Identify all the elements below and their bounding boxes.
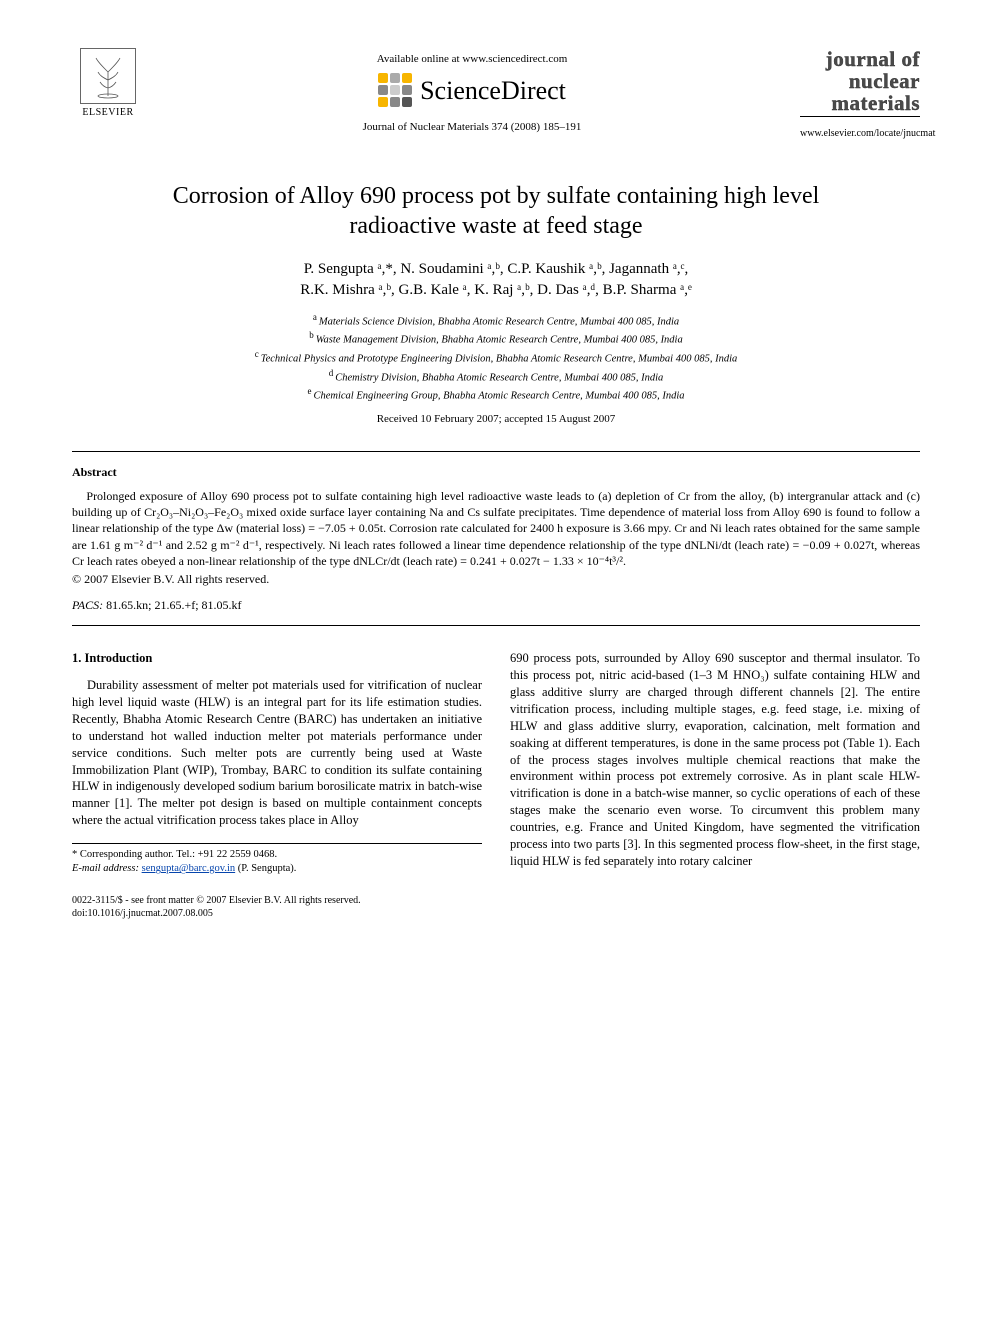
front-matter-line: 0022-3115/$ - see front matter © 2007 El…	[72, 894, 920, 907]
affiliations-block: aMaterials Science Division, Bhabha Atom…	[72, 311, 920, 404]
authors-block: P. Sengupta ᵃ,*, N. Soudamini ᵃ,ᵇ, C.P. …	[72, 259, 920, 301]
affil-e: eChemical Engineering Group, Bhabha Atom…	[72, 385, 920, 404]
affil-d: dChemistry Division, Bhabha Atomic Resea…	[72, 367, 920, 386]
abstract-paragraph: Prolonged exposure of Alloy 690 process …	[72, 488, 920, 569]
abstract-copyright: © 2007 Elsevier B.V. All rights reserved…	[72, 571, 920, 587]
sciencedirect-text: ScienceDirect	[420, 73, 566, 108]
pacs-line: PACS: 81.65.kn; 21.65.+f; 81.05.kf	[72, 597, 920, 613]
affil-b: bWaste Management Division, Bhabha Atomi…	[72, 329, 920, 348]
elsevier-label: ELSEVIER	[82, 106, 133, 120]
left-column: 1. Introduction Durability assessment of…	[72, 650, 482, 876]
email-label: E-mail address:	[72, 863, 139, 874]
elsevier-tree-icon	[80, 48, 136, 104]
affil-d-text: Chemistry Division, Bhabha Atomic Resear…	[335, 372, 663, 383]
corresponding-email-who: (P. Sengupta).	[235, 863, 296, 874]
authors-line-2: R.K. Mishra ᵃ,ᵇ, G.B. Kale ᵃ, K. Raj ᵃ,ᵇ…	[300, 282, 692, 298]
journal-title: journal of nuclear materials	[800, 48, 920, 114]
corresponding-email-line: E-mail address: sengupta@barc.gov.in (P.…	[72, 862, 482, 876]
corresponding-email-link[interactable]: sengupta@barc.gov.in	[142, 863, 236, 874]
authors-line-1: P. Sengupta ᵃ,*, N. Soudamini ᵃ,ᵇ, C.P. …	[304, 261, 689, 277]
post-abstract-rule	[72, 625, 920, 626]
pre-abstract-rule	[72, 451, 920, 452]
page-header: ELSEVIER Available online at www.science…	[72, 48, 920, 141]
elsevier-logo: ELSEVIER	[72, 48, 144, 120]
journal-title-line2: nuclear	[849, 69, 920, 93]
corresponding-line: * Corresponding author. Tel.: +91 22 255…	[72, 848, 482, 862]
pacs-label: PACS:	[72, 598, 103, 612]
article-dates: Received 10 February 2007; accepted 15 A…	[72, 412, 920, 427]
affil-c: cTechnical Physics and Prototype Enginee…	[72, 348, 920, 367]
doi-line: doi:10.1016/j.jnucmat.2007.08.005	[72, 907, 920, 920]
intro-paragraph-right: 690 process pots, surrounded by Alloy 69…	[510, 650, 920, 869]
center-header: Available online at www.sciencedirect.co…	[144, 48, 800, 135]
section-1-heading: 1. Introduction	[72, 650, 482, 667]
corresponding-author-footer: * Corresponding author. Tel.: +91 22 255…	[72, 843, 482, 876]
journal-url: www.elsevier.com/locate/jnucmat	[800, 127, 920, 141]
journal-title-line3: materials	[832, 91, 920, 115]
sciencedirect-icon	[378, 73, 412, 107]
affil-a: aMaterials Science Division, Bhabha Atom…	[72, 311, 920, 330]
page-footer: 0022-3115/$ - see front matter © 2007 El…	[72, 894, 920, 920]
right-column: 690 process pots, surrounded by Alloy 69…	[510, 650, 920, 876]
sciencedirect-brand: ScienceDirect	[144, 73, 800, 108]
abstract-body: Prolonged exposure of Alloy 690 process …	[72, 488, 920, 569]
pacs-codes: 81.65.kn; 21.65.+f; 81.05.kf	[106, 598, 241, 612]
affil-a-text: Materials Science Division, Bhabha Atomi…	[319, 316, 679, 327]
body-columns: 1. Introduction Durability assessment of…	[72, 650, 920, 876]
affil-e-text: Chemical Engineering Group, Bhabha Atomi…	[313, 391, 684, 402]
journal-box-rule	[800, 116, 920, 117]
journal-citation: Journal of Nuclear Materials 374 (2008) …	[144, 120, 800, 135]
affil-c-text: Technical Physics and Prototype Engineer…	[261, 353, 738, 364]
journal-title-box: journal of nuclear materials www.elsevie…	[800, 48, 920, 141]
journal-title-line1: journal of	[826, 47, 920, 71]
intro-paragraph-left: Durability assessment of melter pot mate…	[72, 677, 482, 829]
abstract-heading: Abstract	[72, 464, 920, 480]
article-title: Corrosion of Alloy 690 process pot by su…	[132, 181, 860, 241]
available-online-text: Available online at www.sciencedirect.co…	[144, 52, 800, 67]
affil-b-text: Waste Management Division, Bhabha Atomic…	[316, 335, 683, 346]
